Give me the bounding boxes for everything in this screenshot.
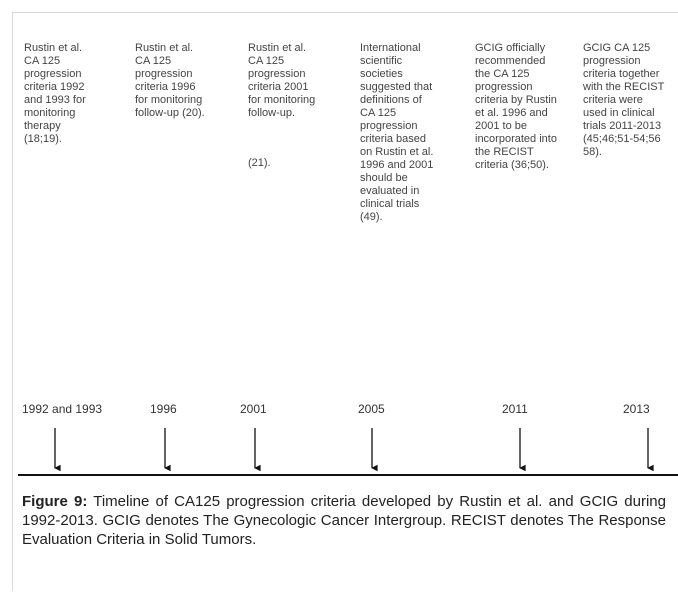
column-line: progression bbox=[475, 81, 533, 93]
column-line: criteria 2001 bbox=[248, 81, 309, 93]
column-line: CA 125 bbox=[24, 55, 61, 67]
column-line: et al. 1996 and bbox=[475, 107, 548, 119]
column-line: follow-up (20). bbox=[135, 107, 205, 119]
column-line: International bbox=[360, 42, 421, 54]
column: Rustin et al. CA 125 progression criteria 2… bbox=[248, 42, 353, 170]
column: International scientific societies suggeste… bbox=[360, 42, 465, 224]
column: Rustin et al. CA 125 progression criteria 1… bbox=[135, 42, 240, 120]
column-line: criteria were bbox=[583, 94, 643, 106]
column-line: used in clinical bbox=[583, 107, 655, 119]
column-line: CA 125 bbox=[360, 107, 397, 119]
column-line: criteria 1996 bbox=[135, 81, 196, 93]
column-line: progression bbox=[135, 68, 193, 80]
column-line: GCIG CA 125 bbox=[583, 42, 651, 54]
caption-label: Figure 9: bbox=[22, 493, 88, 510]
year-label: 2001 bbox=[240, 402, 267, 416]
column-line: GCIG officially bbox=[475, 42, 546, 54]
column-line: criteria (36;50). bbox=[475, 159, 549, 171]
column-line: 58). bbox=[583, 146, 602, 158]
column-line: CA 125 bbox=[135, 55, 172, 67]
column-line: criteria based bbox=[360, 133, 427, 145]
column-line: (45;46;51-54;56 bbox=[583, 133, 661, 145]
column-line: (49). bbox=[360, 211, 383, 223]
column-line: progression bbox=[583, 55, 641, 67]
column-line: 2001 to be bbox=[475, 120, 527, 132]
column-line: suggested that bbox=[360, 81, 433, 93]
timeline-axis bbox=[18, 474, 678, 476]
column-line: criteria 1992 bbox=[24, 81, 85, 93]
column-line: progression bbox=[24, 68, 82, 80]
year-label: 1992 and 1993 bbox=[22, 402, 103, 416]
column-line: follow-up. bbox=[248, 107, 296, 119]
column-line: progression bbox=[248, 68, 306, 80]
column-line: definitions of bbox=[360, 94, 422, 106]
column-line: criteria together bbox=[583, 68, 660, 80]
column: GCIG officially recommended the CA 125 prog… bbox=[475, 42, 580, 172]
column-note: (21). bbox=[248, 157, 271, 169]
column-line: Rustin et al. bbox=[24, 42, 83, 54]
column-line: 1996 and 2001 bbox=[360, 159, 434, 171]
column-line: incorporated into bbox=[475, 133, 557, 145]
column-line: recommended bbox=[475, 55, 546, 67]
column-line: progression bbox=[360, 120, 418, 132]
column-line: the RECIST bbox=[475, 146, 534, 158]
column: GCIG CA 125 progression criteria together w… bbox=[583, 42, 678, 159]
column-line: for monitoring bbox=[248, 94, 316, 106]
column-line: scientific bbox=[360, 55, 403, 67]
year-label: 2011 bbox=[502, 402, 528, 416]
column-line: clinical trials bbox=[360, 198, 420, 210]
caption: Figure 9: Timeline of CA125 progression … bbox=[22, 492, 666, 549]
year-label: 1996 bbox=[150, 402, 177, 416]
year-label: 2005 bbox=[358, 402, 385, 416]
column-line: for monitoring bbox=[135, 94, 203, 106]
column-line: on Rustin et al. bbox=[360, 146, 434, 158]
column-line: and 1993 for bbox=[24, 94, 86, 106]
column-line: Rustin et al. bbox=[248, 42, 307, 54]
year-label: 2013 bbox=[623, 402, 650, 416]
column-line: criteria by Rustin bbox=[475, 94, 557, 106]
column-line: evaluated in bbox=[360, 185, 420, 197]
column-line: Rustin et al. bbox=[135, 42, 194, 54]
column-line: should be bbox=[360, 172, 408, 184]
column-line: the CA 125 bbox=[475, 68, 530, 80]
column-line: monitoring bbox=[24, 107, 76, 119]
column-line: (18;19). bbox=[24, 133, 62, 145]
column: Rustin et al. CA 125 progression criteria 1… bbox=[24, 42, 124, 146]
column-line: with the RECIST bbox=[583, 81, 665, 93]
figure-frame bbox=[12, 12, 678, 591]
column-line: trials 2011-2013 bbox=[583, 120, 662, 132]
caption-text: Timeline of CA125 progression criteria d… bbox=[22, 493, 666, 548]
column-line: therapy bbox=[24, 120, 61, 132]
column-line: societies bbox=[360, 68, 403, 80]
column-line: CA 125 bbox=[248, 55, 285, 67]
